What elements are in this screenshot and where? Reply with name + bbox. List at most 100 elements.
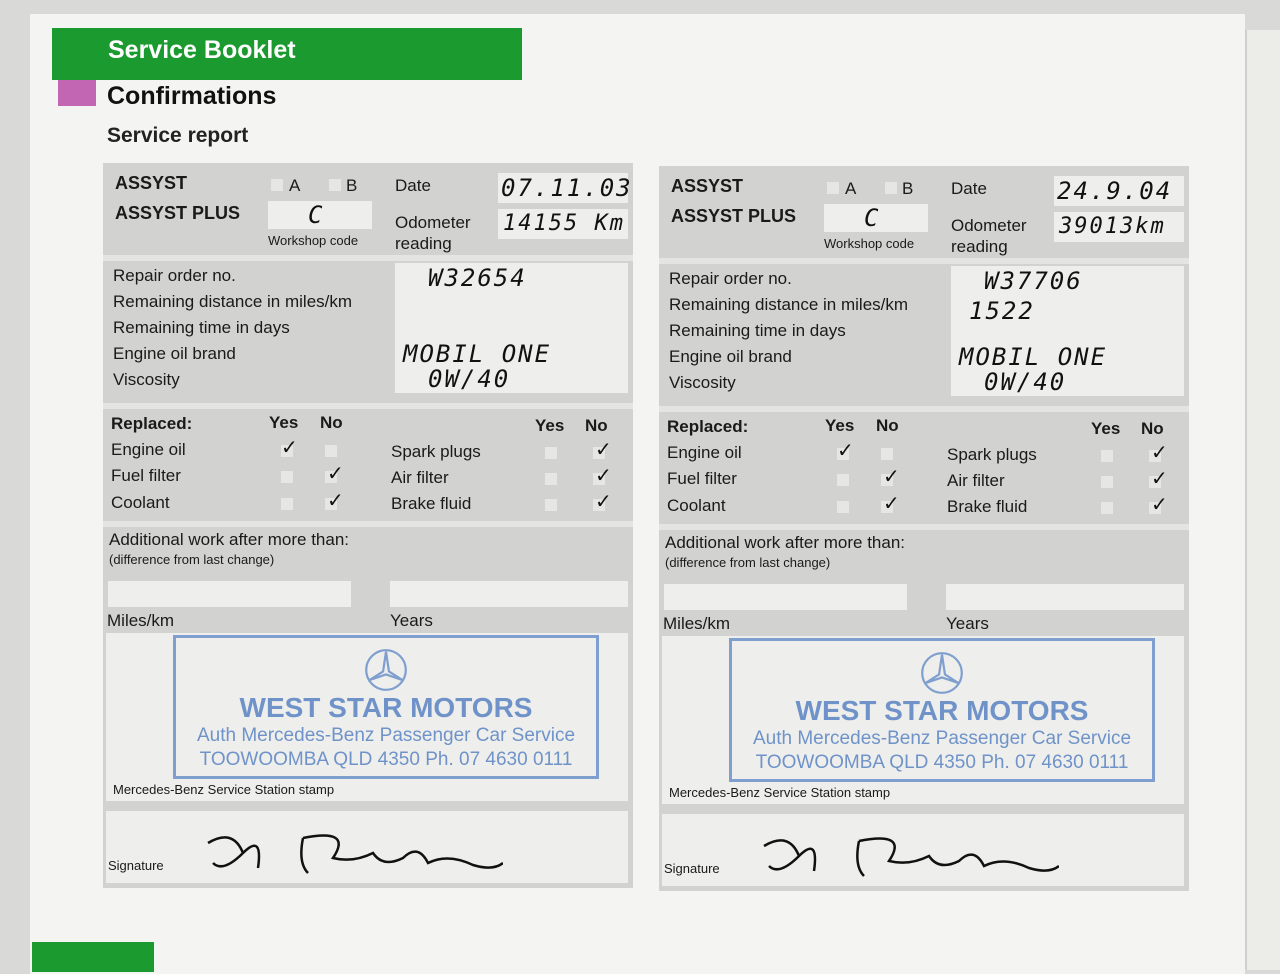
spark-plugs-no-checkbox[interactable] [593, 447, 605, 459]
odometer-value: 39013km [1059, 214, 1166, 239]
mercedes-star-icon [365, 649, 407, 691]
remaining-distance-label: Remaining distance in miles/km [113, 292, 353, 311]
workshop-code-field[interactable] [268, 201, 372, 229]
stamp-line2: Auth Mercedes-Benz Passenger Car Service [196, 725, 576, 746]
spark-plugs-yes-checkbox[interactable] [545, 447, 557, 459]
fuel-filter-no-checkbox[interactable] [881, 474, 893, 486]
replaced-heading: Replaced: [667, 417, 749, 436]
signature-field[interactable] [662, 814, 1184, 886]
details-fields[interactable] [951, 266, 1184, 396]
assyst-plus-label: ASSYST PLUS [115, 203, 241, 223]
miles-field[interactable] [664, 584, 907, 610]
air-filter-yes-checkbox[interactable] [1101, 476, 1113, 488]
section-banner: Service Booklet [52, 28, 522, 80]
engine-oil-yes-checkbox[interactable] [281, 445, 293, 457]
next-page-edge [1245, 30, 1280, 970]
remaining-distance-value: 1522 [969, 297, 1035, 325]
air-filter-yes-checkbox[interactable] [545, 473, 557, 485]
coolant-label: Coolant [667, 496, 726, 515]
brake-fluid-no-checkbox[interactable] [1149, 502, 1161, 514]
workshop-code-field[interactable] [824, 204, 928, 232]
tick-mark: ✓ [327, 463, 344, 485]
fuel-filter-no-checkbox[interactable] [325, 471, 337, 483]
mercedes-star-icon [921, 652, 963, 694]
miles-field[interactable] [108, 581, 351, 607]
odometer-field[interactable] [1054, 212, 1184, 242]
date-label: Date [395, 176, 431, 195]
handwritten-signature [763, 837, 1059, 877]
odometer-value: 14155 Km [503, 211, 625, 236]
tick-mark: ✓ [883, 493, 900, 515]
divider [103, 521, 633, 527]
workshop-code-label: Workshop code [824, 236, 915, 251]
tick-mark: ✓ [327, 490, 344, 512]
signature-label: Signature [664, 861, 720, 876]
repair-order-value: W37706 [984, 267, 1083, 295]
service-report-2: ASSYST ASSYST PLUS A B C Workshop code D… [659, 166, 1189, 891]
years-field[interactable] [946, 584, 1184, 610]
coolant-label: Coolant [111, 493, 170, 512]
coolant-no-checkbox[interactable] [325, 498, 337, 510]
brake-fluid-yes-checkbox[interactable] [1101, 502, 1113, 514]
stamp-area [106, 633, 628, 801]
reading-label: reading [395, 234, 452, 253]
workshop-code-value: C [864, 204, 881, 232]
air-filter-no-checkbox[interactable] [593, 473, 605, 485]
engine-oil-yes-checkbox[interactable] [837, 448, 849, 460]
details-fields[interactable] [395, 263, 628, 393]
coolant-yes-checkbox[interactable] [837, 501, 849, 513]
engine-oil-no-checkbox[interactable] [881, 448, 893, 460]
oil-brand-label: Engine oil brand [113, 344, 236, 363]
brake-fluid-yes-checkbox[interactable] [545, 499, 557, 511]
yes-header: Yes [825, 416, 855, 435]
checkbox-a[interactable] [827, 182, 839, 194]
divider [103, 403, 633, 409]
oil-brand-value: MOBIL ONE [403, 340, 552, 368]
service-report-1: ASSYST ASSYST PLUS A B C Workshop code D… [103, 163, 633, 888]
stamp-label: Mercedes-Benz Service Station stamp [669, 785, 891, 800]
checkbox-b[interactable] [329, 179, 341, 191]
fuel-filter-yes-checkbox[interactable] [837, 474, 849, 486]
repair-order-value: W32654 [428, 264, 527, 292]
stamp-label: Mercedes-Benz Service Station stamp [113, 782, 335, 797]
repair-order-label: Repair order no. [669, 269, 792, 288]
coolant-no-checkbox[interactable] [881, 501, 893, 513]
stamp-line3: TOOWOOMBA QLD 4350 Ph. 07 4630 0111 [755, 752, 1129, 773]
checkbox-b[interactable] [885, 182, 897, 194]
checkbox-a[interactable] [271, 179, 283, 191]
a-label: A [845, 179, 857, 198]
brake-fluid-no-checkbox[interactable] [593, 499, 605, 511]
brake-fluid-label: Brake fluid [947, 497, 1028, 516]
replaced-heading: Replaced: [111, 414, 193, 433]
tick-mark: ✓ [595, 439, 612, 461]
signature-field[interactable] [106, 811, 628, 883]
difference-note: (difference from last change) [665, 555, 831, 570]
divider [103, 255, 633, 261]
date-field[interactable] [498, 173, 628, 203]
viscosity-label: Viscosity [113, 370, 180, 389]
odometer-field[interactable] [498, 209, 628, 239]
viscosity-value: 0W/40 [984, 368, 1067, 396]
spark-plugs-label: Spark plugs [947, 445, 1037, 464]
coolant-yes-checkbox[interactable] [281, 498, 293, 510]
stamp-name: WEST STAR MOTORS [795, 695, 1089, 726]
oil-brand-value: MOBIL ONE [959, 343, 1108, 371]
fuel-filter-yes-checkbox[interactable] [281, 471, 293, 483]
yes-header: Yes [1091, 419, 1121, 438]
tick-mark: ✓ [1151, 494, 1168, 516]
date-field[interactable] [1054, 176, 1184, 206]
air-filter-no-checkbox[interactable] [1149, 476, 1161, 488]
tick-mark: ✓ [837, 440, 854, 462]
years-label: Years [390, 611, 433, 630]
divider [659, 258, 1189, 264]
engine-oil-no-checkbox[interactable] [325, 445, 337, 457]
no-header: No [876, 416, 899, 435]
signature-label: Signature [108, 858, 164, 873]
date-value: 07.11.03 [501, 174, 633, 202]
stamp-area [662, 636, 1184, 804]
years-field[interactable] [390, 581, 628, 607]
tick-mark: ✓ [281, 437, 298, 459]
spark-plugs-no-checkbox[interactable] [1149, 450, 1161, 462]
no-header: No [320, 413, 343, 432]
spark-plugs-yes-checkbox[interactable] [1101, 450, 1113, 462]
